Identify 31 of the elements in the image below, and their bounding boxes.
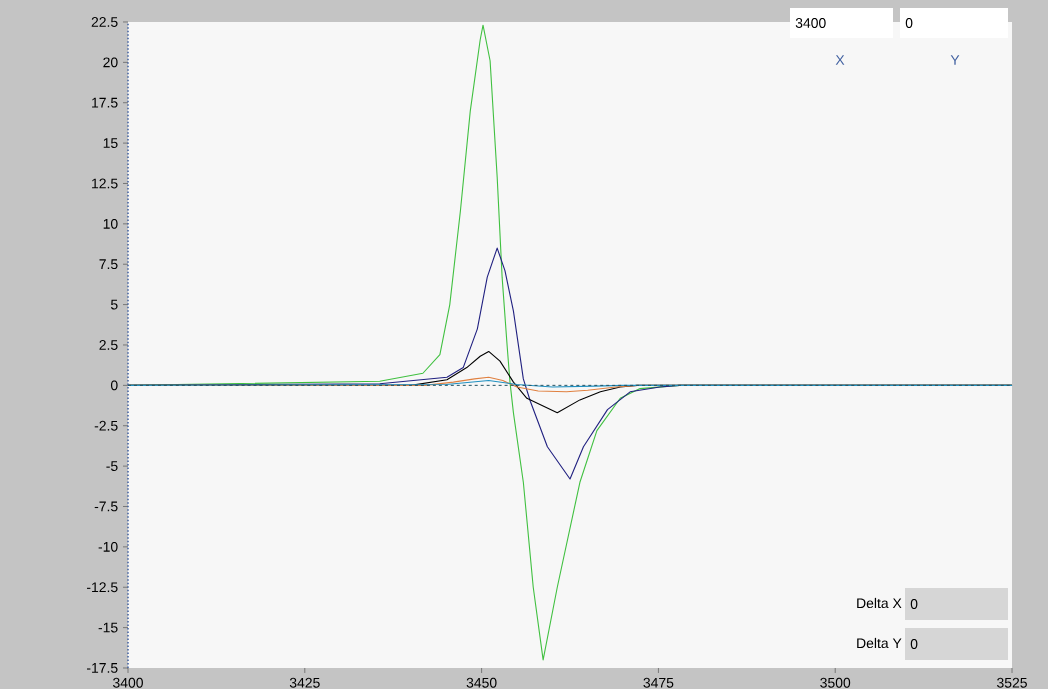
y-tick-label: -2.5 bbox=[94, 420, 118, 431]
x-tick-label: 3525 bbox=[997, 677, 1027, 688]
annotation: Delta X bbox=[857, 597, 902, 608]
y-tick-label: 17.5 bbox=[92, 97, 118, 108]
y-tick-label: -10 bbox=[98, 541, 118, 552]
annotation: Delta Y bbox=[857, 637, 902, 648]
y-tick-label: -5 bbox=[106, 461, 118, 471]
x-tick-label: 3475 bbox=[643, 677, 674, 688]
x-tick-label: 3450 bbox=[466, 677, 497, 688]
y-tick-label: -15 bbox=[98, 622, 118, 633]
y-tick-label: 7.5 bbox=[99, 259, 118, 269]
y-tick-label: 20 bbox=[103, 57, 118, 68]
annotation: X bbox=[835, 55, 845, 65]
annotation: 0 bbox=[910, 638, 918, 649]
annotation: 3400 bbox=[795, 17, 826, 28]
y-tick-label: 5 bbox=[110, 299, 118, 310]
annotation: 0 bbox=[910, 598, 918, 609]
x-tick-label: 3425 bbox=[289, 677, 320, 688]
y-tick-label: 15 bbox=[103, 138, 118, 148]
y-tick-label: -7.5 bbox=[94, 501, 118, 512]
y-tick-label: -12.5 bbox=[86, 582, 118, 593]
y-tick-label: 2.5 bbox=[99, 339, 118, 350]
y-tick-label: -17.5 bbox=[86, 662, 118, 673]
annotation: Y bbox=[950, 55, 960, 65]
y-tick-label: 12.5 bbox=[92, 178, 118, 189]
y-tick-label: 10 bbox=[103, 218, 118, 229]
y-tick-label: 0 bbox=[110, 380, 118, 391]
x-tick-label: 3400 bbox=[113, 677, 143, 688]
x-tick-label: 3500 bbox=[820, 677, 851, 688]
y-tick-label: 22.5 bbox=[91, 16, 118, 27]
annotation: 0 bbox=[905, 17, 913, 28]
